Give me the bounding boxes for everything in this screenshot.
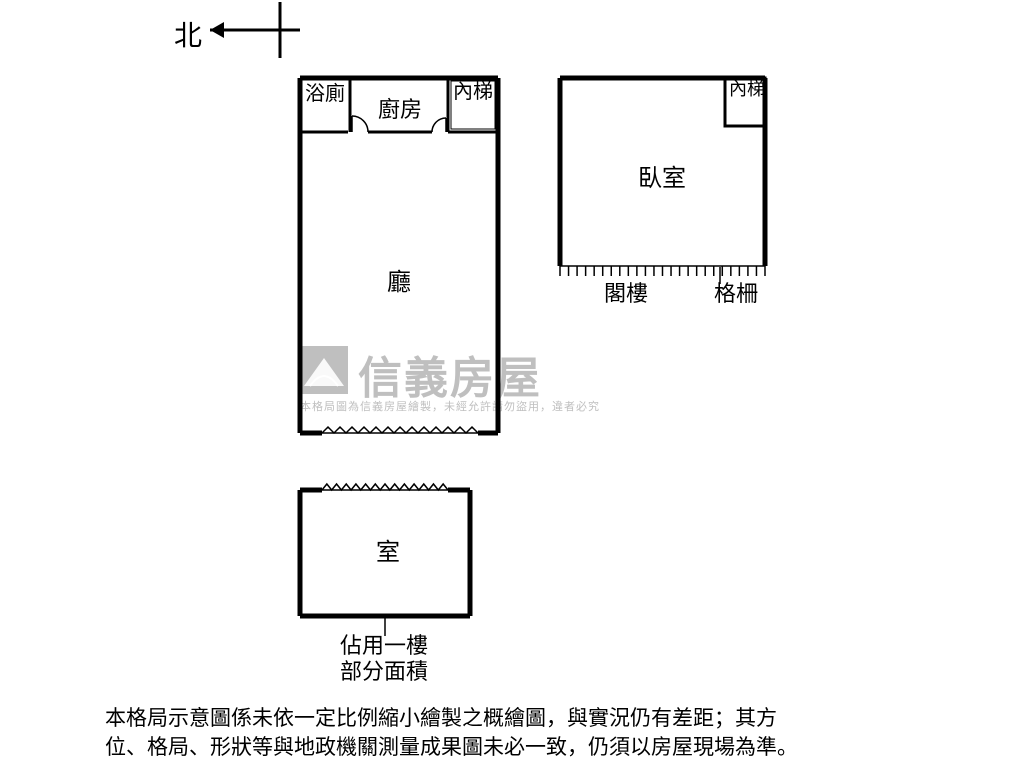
compass-label: 北 [174,14,202,54]
label-bedroom: 臥室 [638,158,686,193]
label-caption2: 部分面積 [340,654,428,686]
label-stair-right: 內梯 [729,80,749,98]
label-stair-left: 內梯 [453,82,475,102]
label-room: 室 [376,532,400,567]
label-bath: 浴廁 [305,84,327,104]
label-loft: 閣樓 [604,276,648,308]
label-kitchen: 廚房 [378,92,422,124]
floorplan-svg [0,0,1024,768]
disclaimer-line2: 位、格局、形狀等與地政機關測量成果圖未必一致，仍須以房屋現場為準。 [105,733,798,762]
floorplan-stage: 信義房屋 本格局圖為信義房屋繪製，未經允許請勿盜用，違者必究 北 浴廁 廚房 內… [0,0,1024,768]
disclaimer-text: 本格局示意圖係未依一定比例縮小繪製之概繪圖，與實況仍有差距；其方 位、格局、形狀… [105,704,798,763]
disclaimer-line1: 本格局示意圖係未依一定比例縮小繪製之概繪圖，與實況仍有差距；其方 [105,704,798,733]
label-hall: 廳 [387,262,411,297]
label-grille: 格柵 [714,276,758,308]
